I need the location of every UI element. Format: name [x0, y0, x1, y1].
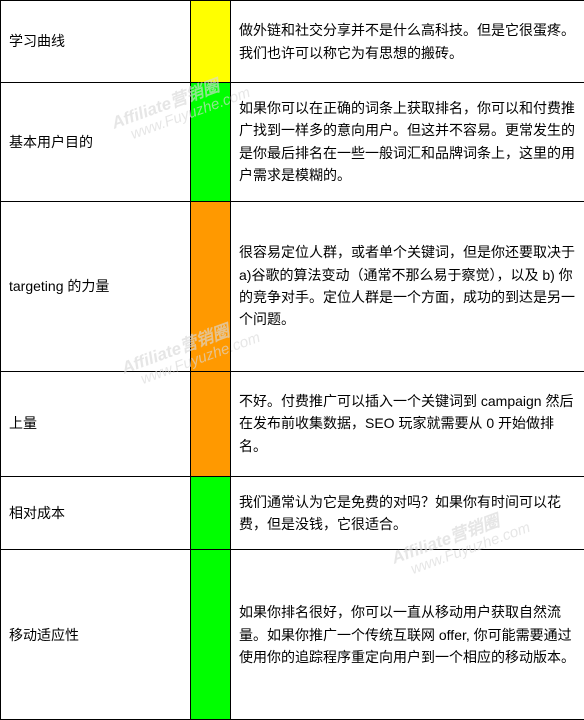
row-description: 做外链和社交分享并不是什么高科技。但是它很蛋疼。我们也许可以称它为有思想的搬砖。: [231, 1, 584, 83]
table-row: 学习曲线做外链和社交分享并不是什么高科技。但是它很蛋疼。我们也许可以称它为有思想…: [1, 1, 584, 83]
page-wrap: 学习曲线做外链和社交分享并不是什么高科技。但是它很蛋疼。我们也许可以称它为有思想…: [0, 0, 584, 720]
comparison-table: 学习曲线做外链和社交分享并不是什么高科技。但是它很蛋疼。我们也许可以称它为有思想…: [0, 0, 584, 720]
row-color-cell: [191, 1, 231, 83]
row-description: 如果你可以在正确的词条上获取排名，你可以和付费推广找到一样多的意向用户。但这并不…: [231, 83, 584, 202]
row-label: 基本用户目的: [1, 83, 191, 202]
row-label: 相对成本: [1, 476, 191, 550]
row-color-cell: [191, 476, 231, 550]
row-label: 上量: [1, 371, 191, 476]
table-body: 学习曲线做外链和社交分享并不是什么高科技。但是它很蛋疼。我们也许可以称它为有思想…: [1, 1, 584, 720]
table-row: 相对成本我们通常认为它是免费的对吗？如果你有时间可以花费，但是没钱，它很适合。: [1, 476, 584, 550]
row-color-cell: [191, 83, 231, 202]
row-label: 学习曲线: [1, 1, 191, 83]
row-label: 移动适应性: [1, 550, 191, 720]
row-color-cell: [191, 201, 231, 371]
table-row: 移动适应性如果你排名很好，你可以一直从移动用户获取自然流量。如果你推广一个传统互…: [1, 550, 584, 720]
row-description: 我们通常认为它是免费的对吗？如果你有时间可以花费，但是没钱，它很适合。: [231, 476, 584, 550]
row-label: targeting 的力量: [1, 201, 191, 371]
row-color-cell: [191, 371, 231, 476]
row-description: 很容易定位人群，或者单个关键词，但是你还要取决于 a)谷歌的算法变动（通常不那么…: [231, 201, 584, 371]
table-row: 基本用户目的如果你可以在正确的词条上获取排名，你可以和付费推广找到一样多的意向用…: [1, 83, 584, 202]
row-description: 如果你排名很好，你可以一直从移动用户获取自然流量。如果你推广一个传统互联网 of…: [231, 550, 584, 720]
table-row: 上量不好。付费推广可以插入一个关键词到 campaign 然后在发布前收集数据，…: [1, 371, 584, 476]
table-row: targeting 的力量很容易定位人群，或者单个关键词，但是你还要取决于 a)…: [1, 201, 584, 371]
row-description: 不好。付费推广可以插入一个关键词到 campaign 然后在发布前收集数据，SE…: [231, 371, 584, 476]
row-color-cell: [191, 550, 231, 720]
